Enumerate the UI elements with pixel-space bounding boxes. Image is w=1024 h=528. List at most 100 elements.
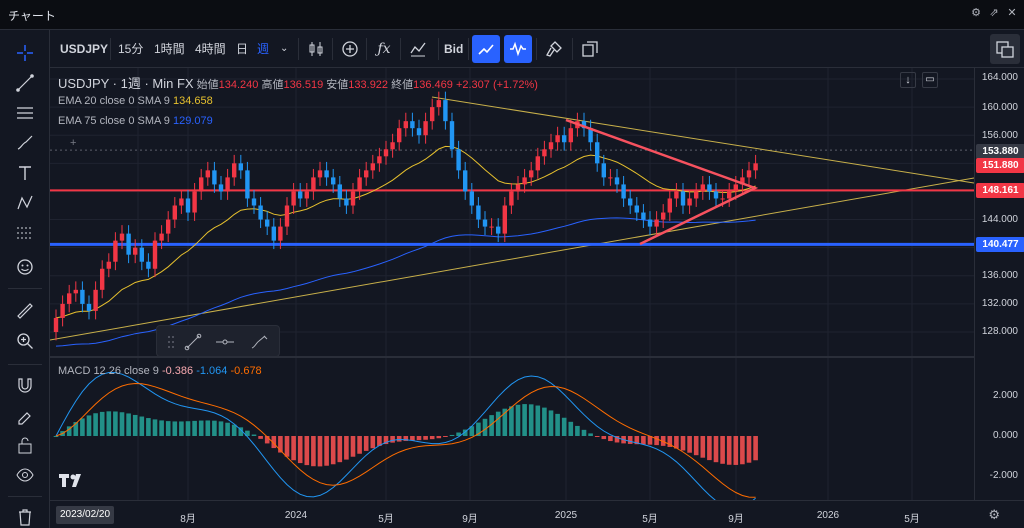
- panels-icon[interactable]: [990, 34, 1020, 64]
- paint-brush-icon[interactable]: [540, 35, 568, 63]
- eye-icon[interactable]: [10, 460, 40, 490]
- macd-hist-bar: [159, 420, 164, 436]
- candle: [410, 121, 415, 129]
- macd-hist-bar: [522, 404, 527, 436]
- macd-hist-bar: [225, 422, 230, 436]
- oscillator-icon[interactable]: [504, 35, 532, 63]
- candle: [416, 128, 422, 136]
- macd-hist-bar: [443, 436, 448, 437]
- draw-brush-icon[interactable]: [247, 330, 271, 354]
- maximize-pane-icon[interactable]: ▭: [922, 72, 938, 88]
- popout-icon[interactable]: ⇗: [989, 7, 999, 19]
- drag-handle-icon[interactable]: [159, 330, 183, 354]
- candle: [522, 177, 527, 185]
- fx-icon[interactable]: ƒx: [377, 41, 391, 57]
- interval-1w[interactable]: 週: [257, 42, 270, 56]
- lock-drawings-icon[interactable]: [10, 400, 40, 430]
- candle: [317, 170, 323, 178]
- candle: [185, 198, 191, 213]
- macd-legend[interactable]: MACD 12 26 close 9 -0.386 -1.064 -0.678: [58, 365, 262, 377]
- candle: [238, 163, 243, 171]
- zoom-icon[interactable]: [10, 326, 40, 356]
- forecast-icon[interactable]: [10, 218, 40, 248]
- price-axis[interactable]: 164.000 160.000 156.000 144.000 136.000 …: [974, 68, 1024, 500]
- candle: [60, 303, 65, 318]
- layout-copy-icon[interactable]: [576, 35, 604, 63]
- text-icon[interactable]: [10, 158, 40, 188]
- interval-1d[interactable]: 日: [236, 42, 249, 56]
- macd-hist-bar: [231, 424, 237, 436]
- brush-icon[interactable]: [10, 128, 40, 158]
- close-icon[interactable]: ✕: [1007, 7, 1017, 19]
- hlines-icon[interactable]: [10, 98, 40, 128]
- chart-canvas[interactable]: [49, 68, 975, 510]
- candle: [489, 226, 494, 228]
- symbol-search[interactable]: USDJPY: [60, 42, 109, 56]
- magnet-icon[interactable]: [10, 370, 40, 400]
- draw-trendline-icon[interactable]: [181, 330, 205, 354]
- time-axis[interactable]: 8月 2024 5月 9月 2025 5月 9月 2026 5月 2023/02…: [50, 500, 1024, 528]
- red-line-tag: 148.161: [976, 183, 1024, 198]
- arrow-down-icon[interactable]: ↓: [900, 72, 916, 88]
- settings-icon[interactable]: ⚙: [988, 507, 1000, 522]
- interval-1h[interactable]: 1時間: [154, 42, 185, 56]
- crosshair-icon[interactable]: [10, 38, 40, 68]
- chart-pane[interactable]: USDJPY · 1週 · Min FX 始値134.240 高値136.519…: [49, 68, 975, 510]
- drawing-toolbar: [0, 30, 50, 528]
- draw-hline-icon[interactable]: [213, 330, 237, 354]
- candle: [568, 128, 573, 143]
- emoji-icon[interactable]: [10, 252, 40, 282]
- candle: [152, 240, 158, 269]
- candle: [733, 184, 738, 192]
- macd-tick: -2.000: [989, 470, 1018, 481]
- candle: [436, 100, 441, 108]
- candle: [133, 247, 138, 255]
- legend-symbol: USDJPY · 1週 · Min FX: [58, 76, 194, 91]
- time-tick: 5月: [904, 514, 920, 525]
- candle: [647, 219, 653, 227]
- candle: [529, 170, 534, 178]
- candle: [205, 170, 210, 178]
- candle: [67, 293, 72, 304]
- trendline-upper: [431, 96, 975, 184]
- macd-hist-bar: [93, 413, 98, 436]
- price-tick: 156.000: [981, 130, 1018, 141]
- macd-tick: 0.000: [992, 430, 1018, 441]
- macd-hist-bar: [284, 436, 290, 457]
- ruler-icon[interactable]: [10, 296, 40, 326]
- macd-hist-bar: [436, 436, 442, 439]
- compare-icon[interactable]: [404, 35, 432, 63]
- candle: [707, 184, 712, 192]
- candles-icon[interactable]: [302, 35, 330, 63]
- trash-icon[interactable]: [10, 502, 40, 528]
- trendline-icon[interactable]: [10, 68, 40, 98]
- candle: [331, 177, 336, 185]
- candle-series: [53, 91, 758, 341]
- settings-icon[interactable]: ⚙: [971, 7, 981, 19]
- ema20-legend[interactable]: EMA 20 close 0 SMA 9 134.658: [58, 95, 213, 107]
- add-indicator-icon[interactable]: [336, 35, 364, 63]
- trend-chart-icon[interactable]: [472, 35, 500, 63]
- macd-hist-bar: [614, 436, 620, 443]
- candle: [628, 198, 633, 206]
- candle: [344, 198, 349, 206]
- time-tick: 8月: [180, 514, 196, 525]
- interval-15m[interactable]: 15分: [118, 42, 144, 56]
- candle: [139, 247, 144, 262]
- macd-hist-bar: [627, 436, 633, 444]
- pattern-icon[interactable]: [10, 188, 40, 218]
- interval-4h[interactable]: 4時間: [195, 42, 226, 56]
- time-tick: 9月: [728, 514, 744, 525]
- candle: [680, 191, 686, 206]
- lock-icon[interactable]: [10, 430, 40, 460]
- chevron-down-icon[interactable]: ⌄: [280, 43, 289, 54]
- ema75-legend[interactable]: EMA 75 close 0 SMA 9 129.079: [58, 115, 213, 127]
- macd-hist-bar: [660, 436, 666, 446]
- bid-button[interactable]: Bid: [444, 42, 464, 56]
- candle: [291, 191, 296, 206]
- macd-hist-bar: [449, 434, 455, 436]
- candle: [284, 205, 290, 227]
- candle: [100, 268, 105, 290]
- macd-hist-bar: [753, 436, 758, 461]
- plus-icon[interactable]: +: [70, 137, 77, 149]
